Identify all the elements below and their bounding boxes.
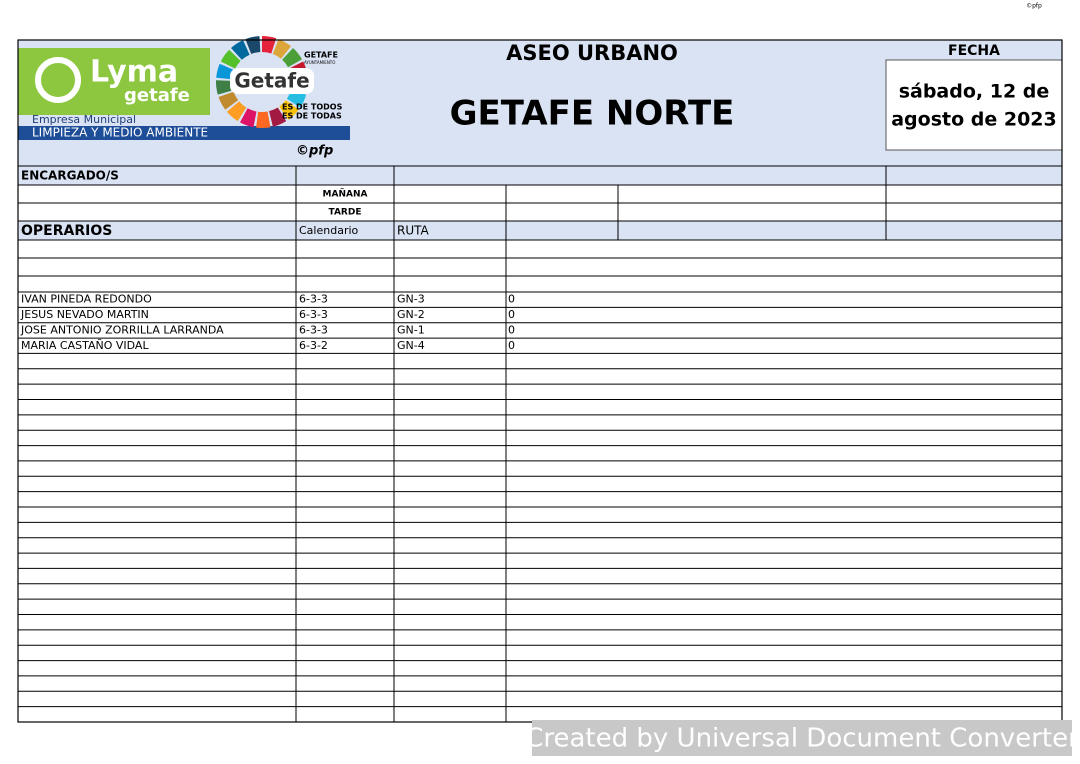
wheel-segment (240, 108, 257, 128)
cell: 0 (508, 339, 515, 352)
wheel-segment (279, 100, 299, 120)
logo-org: Empresa Municipal (32, 113, 136, 126)
cell: 6-3-3 (299, 308, 328, 321)
logo-swirl (35, 57, 81, 103)
cell: 0 (508, 323, 515, 336)
cell: GN-3 (397, 293, 425, 306)
logo-dept: LIMPIEZA Y MEDIO AMBIENTE (32, 126, 208, 140)
logo-council-sub: AYUNTAMIENTO (304, 60, 335, 65)
title: ASEO URBANO (506, 41, 678, 65)
logo-council: GETAFE (304, 51, 338, 60)
date-label: FECHA (948, 43, 1000, 59)
cell: IVAN PINEDA REDONDO (21, 293, 152, 306)
column-header: RUTA (397, 224, 430, 238)
logo-city-bg (230, 68, 314, 94)
wheel-segment (220, 49, 241, 69)
cell: 6-3-3 (299, 293, 328, 306)
shift-label: TARDE (329, 208, 362, 218)
shift-label: MAÑANA (323, 189, 368, 200)
table: ENCARGADO/S MAÑANA TARDE OPERARIOS Calendari… (17, 39, 1063, 723)
logo-credit: ©pfp (296, 144, 333, 159)
wheel-segment (256, 111, 271, 128)
band (18, 221, 1062, 240)
watermark-bg (532, 720, 1072, 756)
logo-brand-sub: getafe (124, 85, 190, 106)
logo-motto: ES DE TODOS (282, 103, 343, 112)
date-line: sábado, 12 de (899, 81, 1050, 103)
wheel-segment (286, 90, 307, 108)
subtitle: GETAFE NORTE (450, 94, 735, 134)
workers-label: OPERARIOS (21, 223, 112, 239)
logo-brand: Lyma (90, 55, 178, 90)
cell: 0 (508, 293, 515, 306)
watermark: Created by Universal Document Converter (525, 724, 1079, 754)
wheel-segment (231, 40, 250, 60)
wheel-segment (216, 63, 235, 80)
date-line: agosto de 2023 (891, 109, 1057, 131)
cell: 6-3-3 (299, 323, 328, 336)
wheel-segment (269, 107, 287, 127)
logo-bar (18, 126, 350, 140)
logo-motto: ES DE TODAS (282, 112, 342, 121)
band (18, 166, 1062, 185)
wheel-segment (215, 80, 234, 95)
date-box (885, 59, 1063, 151)
supervisors-label: ENCARGADO/S (21, 169, 119, 183)
cell: GN-2 (397, 308, 425, 321)
wheel-segment (282, 48, 302, 68)
cell: GN-1 (397, 323, 425, 336)
cell: 6-3-2 (299, 339, 328, 352)
cell: GN-4 (397, 339, 425, 352)
cell: JESUS NEVADO MARTIN (20, 308, 149, 321)
logo-city: Getafe (234, 69, 309, 93)
wheel-segment (272, 39, 292, 59)
cell: JOSE ANTONIO ZORRILLA LARRANDA (20, 323, 224, 336)
wheel-segment (226, 101, 247, 122)
column-header: Calendario (299, 224, 359, 237)
wheel-segment (218, 91, 239, 110)
cell: MARIA CASTAÑO VIDAL (21, 339, 149, 352)
cell: 0 (508, 308, 515, 321)
top-credit: ©pfp (1026, 3, 1042, 10)
